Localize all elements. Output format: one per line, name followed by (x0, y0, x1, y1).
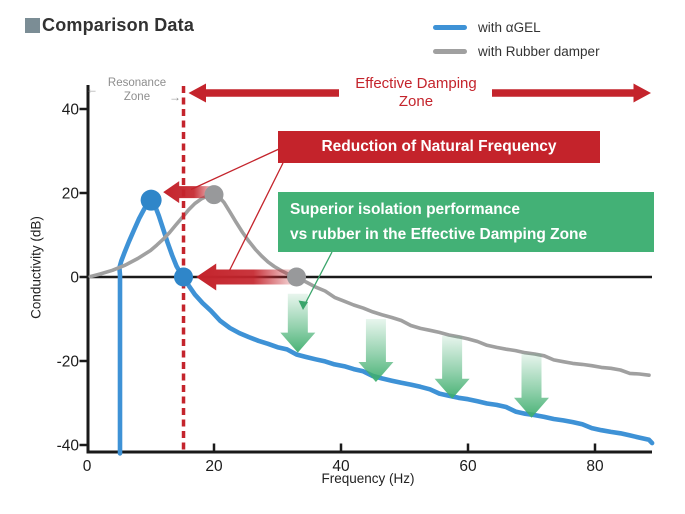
superior-badge-line1: Superior isolation performance (290, 201, 520, 218)
green-down-arrow-icon (514, 353, 549, 418)
green-down-arrow-icon (358, 319, 394, 382)
y-tick-label: 40 (62, 102, 80, 119)
y-tick-label: -40 (57, 438, 80, 455)
green-down-arrow-icon (434, 335, 470, 399)
resonance-right-arrow-icon: → (169, 90, 181, 104)
edz-line1: Effective Damping (355, 75, 477, 92)
marker-rubber-peak (204, 185, 224, 205)
curve-markers (140, 185, 307, 287)
marker-agel-peak (140, 189, 162, 211)
annotation-connector-lines (190, 148, 333, 310)
resonance-zone-label: Resonance Zone (97, 77, 177, 104)
y-axis-title: Conductivity (dB) (28, 216, 44, 319)
marker-agel-zero-crossing (174, 267, 194, 287)
green-isolation-arrows (280, 293, 549, 418)
x-axis-title: Frequency (Hz) (321, 471, 415, 486)
figure-title: Comparison Data (42, 15, 195, 35)
legend-line-agel-icon (433, 25, 467, 30)
lower-reduction-arrow (196, 263, 301, 291)
marker-rubber-zero-crossing (287, 267, 307, 287)
connector-to-lower-red-arrow (228, 162, 284, 271)
edz-line2: Zone (398, 93, 434, 110)
connector-to-upper-red-arrow (190, 148, 280, 191)
x-tick-label: 80 (586, 458, 604, 475)
resonance-zone-line1: Resonance (107, 77, 167, 89)
x-tick-label: 60 (459, 458, 477, 475)
curve-with-agel (117, 197, 655, 456)
x-tick-label: 20 (205, 458, 223, 475)
curve-with-rubber-damper (88, 192, 651, 378)
green-down-arrow-icon (280, 293, 316, 353)
legend: with αGEL with Rubber damper (433, 20, 600, 59)
reduction-of-natural-frequency-badge: Reduction of Natural Frequency (278, 131, 600, 163)
x-tick-label: 40 (332, 458, 350, 475)
y-tick-label: 0 (70, 270, 79, 287)
legend-label-agel: with αGEL (478, 20, 541, 35)
figure-title-row: Comparison Data (25, 15, 194, 36)
connector-to-green-arrow (304, 251, 333, 305)
effective-damping-zone-arrow (188, 83, 651, 103)
resonance-left-arrow-icon: ← (86, 82, 98, 96)
resonance-zone-line2: Zone (123, 90, 151, 103)
edz-right-arrow-icon (492, 83, 651, 103)
x-tick-label: 0 (83, 458, 92, 475)
superior-isolation-badge: Superior isolation performance vs rubber… (278, 192, 654, 252)
superior-badge-line2: vs rubber in the Effective Damping Zone (290, 226, 588, 243)
y-tick-label: -20 (57, 354, 80, 371)
legend-item-agel: with αGEL (433, 20, 600, 35)
effective-damping-zone-label: Effective Damping Zone (336, 75, 496, 111)
legend-item-rubber: with Rubber damper (433, 44, 600, 59)
axes: 0 20 40 60 80 40 20 0 -20 -40 (57, 85, 652, 475)
title-square-icon (25, 18, 40, 33)
green-connector-arrowhead-icon (298, 300, 308, 310)
curves (88, 192, 655, 456)
y-tick-label: 20 (62, 186, 80, 203)
legend-line-rubber-icon (433, 49, 467, 54)
legend-label-rubber: with Rubber damper (478, 44, 600, 59)
edz-left-arrow-icon (188, 83, 339, 103)
